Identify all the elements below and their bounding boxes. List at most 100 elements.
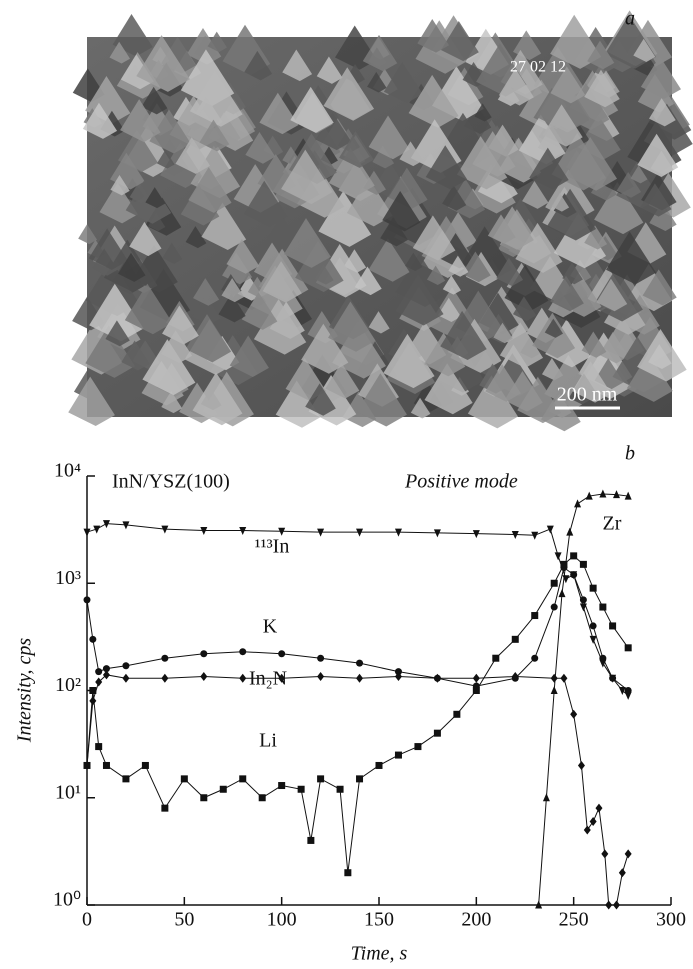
- grain: [424, 332, 466, 377]
- grain: [544, 318, 563, 338]
- point: [83, 596, 91, 604]
- grain: [440, 21, 479, 62]
- grain: [185, 314, 232, 363]
- point: [375, 761, 383, 769]
- grain: [633, 50, 658, 76]
- grain: [566, 137, 618, 191]
- grain: [550, 14, 602, 69]
- grain: [121, 340, 150, 371]
- grain: [323, 67, 375, 121]
- grain: [110, 174, 130, 196]
- point: [605, 900, 613, 910]
- point: [570, 709, 578, 719]
- point: [141, 761, 149, 769]
- grain: [282, 49, 313, 82]
- grain: [542, 104, 583, 147]
- point: [356, 673, 364, 683]
- grain: [408, 74, 459, 128]
- sem-image: [68, 10, 693, 432]
- grain: [162, 305, 199, 345]
- point: [414, 743, 422, 751]
- grain: [136, 35, 190, 92]
- grain: [354, 266, 382, 296]
- grain: [328, 301, 376, 352]
- grain: [417, 19, 450, 53]
- grain: [640, 183, 672, 217]
- y-axis-label: Intensity, cps: [14, 638, 36, 744]
- grain: [395, 274, 444, 326]
- grain: [520, 337, 540, 359]
- series-line: [86, 523, 629, 696]
- grain: [161, 330, 193, 364]
- grain: [201, 202, 247, 251]
- grain: [426, 265, 446, 286]
- x-tick-label: 250: [559, 909, 589, 931]
- grain: [156, 149, 175, 169]
- point: [278, 650, 286, 658]
- y-tick-label: 10³: [55, 567, 81, 589]
- grain: [515, 222, 563, 273]
- grain: [99, 182, 138, 224]
- point: [89, 635, 97, 643]
- date-stamp: 27 02 12: [510, 59, 566, 76]
- grain: [467, 375, 519, 429]
- grain: [82, 102, 118, 139]
- point: [200, 527, 208, 536]
- x-tick-label: 200: [461, 909, 491, 931]
- grain: [315, 112, 352, 151]
- grain: [626, 353, 673, 402]
- grain: [474, 103, 492, 122]
- point: [535, 900, 543, 909]
- grain: [332, 321, 386, 379]
- point: [356, 528, 364, 537]
- point: [433, 729, 441, 737]
- point: [558, 589, 566, 598]
- grain: [648, 344, 672, 370]
- grain: [188, 167, 232, 213]
- grain: [368, 238, 410, 282]
- point: [550, 579, 558, 587]
- grain: [461, 251, 491, 283]
- panel-label: b: [625, 443, 635, 465]
- point: [95, 677, 103, 687]
- grain: [649, 202, 677, 231]
- grain: [141, 86, 168, 115]
- grain: [437, 297, 461, 323]
- grain: [496, 257, 524, 287]
- point: [589, 635, 597, 644]
- grain: [367, 71, 387, 93]
- grain: [194, 35, 218, 61]
- grain: [283, 218, 331, 268]
- point: [180, 775, 188, 783]
- y-tick-label: 10²: [55, 674, 81, 696]
- y-tick-label: 10¹: [55, 781, 81, 803]
- grain: [642, 269, 677, 306]
- x-tick-label: 300: [656, 909, 686, 931]
- point: [122, 673, 130, 683]
- grain: [547, 188, 597, 241]
- grain: [229, 335, 269, 378]
- grain: [518, 114, 566, 165]
- x-tick-label: 150: [364, 909, 394, 931]
- grain: [536, 76, 590, 133]
- annotation: Positive mode: [404, 471, 518, 493]
- grain: [316, 56, 343, 84]
- point: [577, 760, 585, 770]
- point: [579, 596, 587, 604]
- grain: [572, 361, 612, 403]
- point: [93, 525, 101, 534]
- point: [122, 775, 130, 783]
- point: [601, 849, 609, 859]
- point: [472, 530, 480, 539]
- grain: [529, 147, 569, 190]
- point: [624, 691, 632, 700]
- grain: [442, 185, 467, 211]
- point: [95, 743, 103, 751]
- point: [472, 687, 480, 694]
- grain: [383, 333, 435, 389]
- grain: [425, 145, 468, 190]
- point: [89, 696, 97, 706]
- point: [102, 670, 110, 680]
- grain: [325, 362, 360, 399]
- grain: [218, 293, 246, 323]
